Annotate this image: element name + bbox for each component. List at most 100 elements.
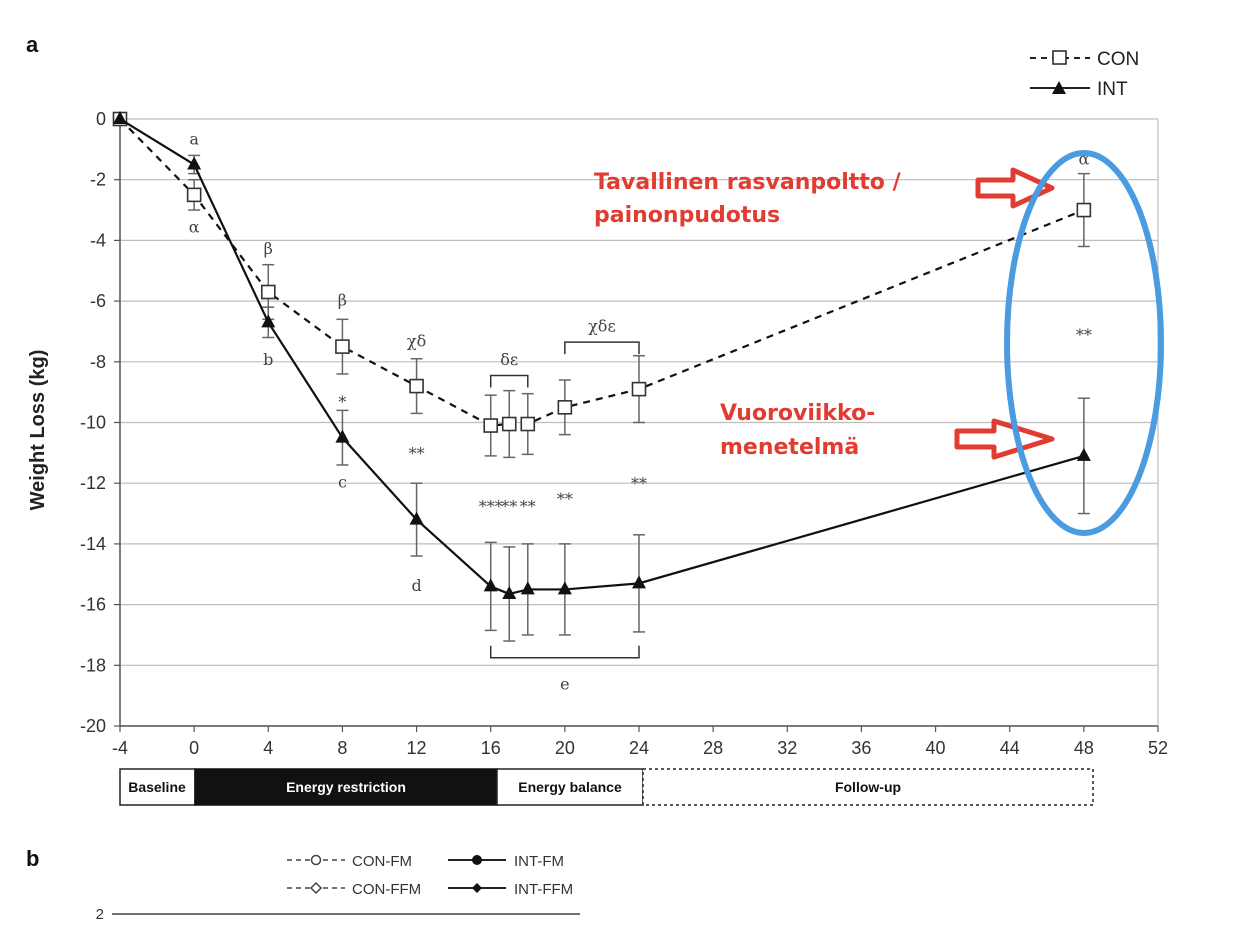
data-point xyxy=(335,339,350,354)
x-tick-label: 4 xyxy=(263,738,273,758)
data-point xyxy=(1076,202,1092,218)
series-con xyxy=(112,111,1092,459)
phase-bar: Baseline Energy restriction Energy balan… xyxy=(119,768,1094,806)
panel-b-label: b xyxy=(26,846,39,871)
series-int xyxy=(113,111,1091,642)
x-tick-label: 48 xyxy=(1074,738,1094,758)
data-point xyxy=(409,378,424,394)
bracket xyxy=(489,645,640,659)
legend-int-fm: INT-FM xyxy=(514,853,564,870)
x-tick-label: 0 xyxy=(189,738,199,758)
y-tick-label: -4 xyxy=(90,230,106,250)
y-tick-label: -14 xyxy=(80,534,106,554)
x-tick-label: -4 xyxy=(112,738,128,758)
data-point xyxy=(1076,447,1091,461)
data-point xyxy=(631,381,647,397)
red-arrow-bottom-icon xyxy=(954,418,1055,460)
data-point xyxy=(187,156,202,170)
legend-int-label: INT xyxy=(1097,79,1128,100)
data-point xyxy=(520,581,535,595)
x-tick-label: 32 xyxy=(777,738,797,758)
y-tick-label: -2 xyxy=(90,170,106,190)
y-tick-label: -18 xyxy=(80,655,106,675)
highlight-ellipse xyxy=(1004,150,1164,536)
callout-top-line1: Tavallinen rasvanpoltto / xyxy=(594,170,902,195)
data-point xyxy=(632,575,646,589)
x-tick-label: 52 xyxy=(1148,738,1168,758)
legend: CON INT xyxy=(1030,49,1139,100)
annotation-label: a xyxy=(189,130,199,149)
panel-b-y-tick: 2 xyxy=(96,906,104,923)
y-axis-label: Weight Loss (kg) xyxy=(27,350,49,511)
data-point xyxy=(557,400,573,415)
x-tick-label: 36 xyxy=(851,738,871,758)
data-point xyxy=(409,511,424,525)
panel-a-label: a xyxy=(26,32,39,57)
x-tick-label: 16 xyxy=(481,738,501,758)
x-tick-label: 24 xyxy=(629,738,649,758)
y-tick-label: -8 xyxy=(90,352,106,372)
data-point xyxy=(502,585,517,599)
callout-bottom: Vuoroviikko- menetelmä xyxy=(720,401,1055,460)
x-tick-label: 20 xyxy=(555,738,575,758)
phase-baseline: Baseline xyxy=(128,779,186,795)
annotation-label: *** xyxy=(479,497,503,516)
annotation-label: ** xyxy=(631,474,647,493)
x-tick-label: 12 xyxy=(407,738,427,758)
y-tick-label: -20 xyxy=(80,716,106,736)
callout-bottom-line2: menetelmä xyxy=(720,435,859,460)
phase-energy-balance: Energy balance xyxy=(518,779,622,795)
series-line xyxy=(119,118,1085,427)
data-series xyxy=(112,111,1092,642)
con-fm-marker-icon xyxy=(310,854,322,866)
annotation-label: d xyxy=(411,576,421,595)
phase-follow-up: Follow-up xyxy=(835,779,901,795)
annotation-label: e xyxy=(560,675,569,694)
data-point xyxy=(483,578,498,592)
y-tick-label: -12 xyxy=(80,473,106,493)
con-ffm-marker-icon xyxy=(309,881,323,895)
legend-int-marker-icon xyxy=(1052,81,1066,94)
callout-top-line2: painonpudotus xyxy=(594,203,780,228)
legend-int-ffm: INT-FFM xyxy=(514,881,573,898)
data-point xyxy=(501,416,517,432)
legend-con-marker-icon xyxy=(1052,50,1067,65)
annotation-label: α xyxy=(1078,149,1089,168)
data-point xyxy=(261,314,276,328)
y-tick-label: -10 xyxy=(80,413,106,433)
annotation-label: ** xyxy=(1076,325,1092,344)
y-tick-label: -6 xyxy=(90,291,106,311)
callout-top: Tavallinen rasvanpoltto / painonpudotus xyxy=(594,167,1055,228)
significance-brackets xyxy=(489,341,640,659)
data-point xyxy=(260,284,276,300)
annotation-label: β xyxy=(264,239,273,258)
annotation-label: χδε xyxy=(588,316,616,335)
data-point xyxy=(113,111,127,124)
int-fm-marker-icon xyxy=(472,855,482,865)
panel-b-legend: CON-FM INT-FM CON-FFM INT-FFM xyxy=(287,853,573,898)
data-point xyxy=(557,581,572,595)
bracket xyxy=(489,374,529,388)
annotation-label: δε xyxy=(500,350,518,369)
annotation-label: b xyxy=(263,350,273,369)
annotation-label: ** xyxy=(520,497,536,516)
annotation-label: ** xyxy=(557,489,573,508)
int-ffm-marker-icon xyxy=(472,883,482,893)
x-tick-label: 40 xyxy=(926,738,946,758)
data-point xyxy=(186,187,202,203)
bracket xyxy=(564,341,640,355)
annotation-label: ** xyxy=(501,497,517,516)
y-tick-label: 0 xyxy=(96,109,106,129)
legend-con-fm: CON-FM xyxy=(352,853,412,870)
annotation-label: c xyxy=(338,473,347,492)
data-point xyxy=(483,418,499,433)
plot-axes: 0-2-4-6-8-10-12-14-16-18-20-4 0 4 8 12 16 20 24… xyxy=(80,109,1168,758)
annotation-label: * xyxy=(338,392,346,411)
y-tick-label: -16 xyxy=(80,595,106,615)
phase-energy-restriction: Energy restriction xyxy=(286,779,406,795)
annotation-label: χδ xyxy=(407,332,426,351)
x-tick-label: 8 xyxy=(337,738,347,758)
annotation-label: β xyxy=(338,291,347,310)
